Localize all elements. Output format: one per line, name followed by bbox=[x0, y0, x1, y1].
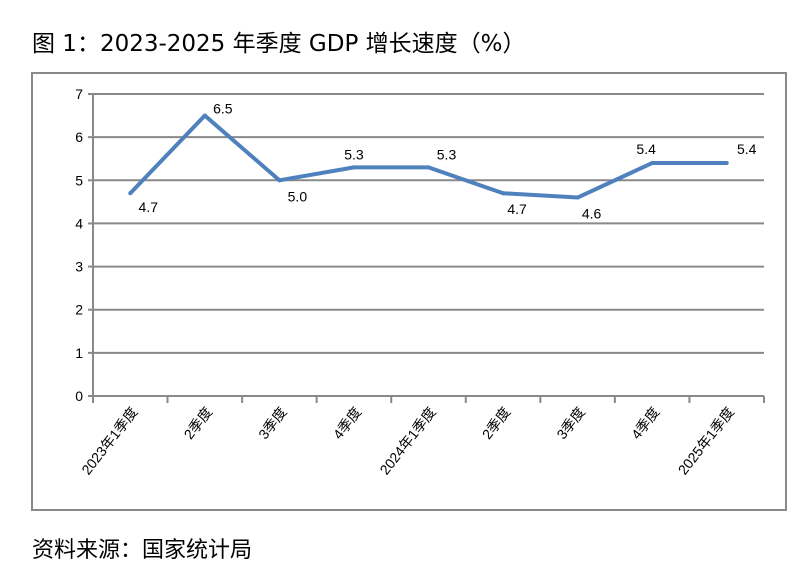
data-label: 4.7 bbox=[139, 199, 159, 215]
y-tick-label: 6 bbox=[75, 129, 83, 145]
y-tick-label: 0 bbox=[75, 388, 83, 404]
data-label: 4.7 bbox=[507, 201, 527, 217]
data-label: 5.4 bbox=[737, 141, 757, 157]
y-tick-label: 5 bbox=[75, 172, 83, 188]
y-tick-label: 7 bbox=[75, 86, 83, 102]
chart-frame bbox=[31, 72, 787, 511]
data-label: 4.6 bbox=[582, 206, 602, 222]
chart-title: 图 1：2023-2025 年季度 GDP 增长速度（%） bbox=[32, 31, 526, 57]
data-point bbox=[501, 191, 506, 196]
data-label: 5.4 bbox=[636, 141, 656, 157]
data-point bbox=[277, 178, 282, 183]
data-label: 5.0 bbox=[288, 188, 308, 204]
data-label: 5.3 bbox=[344, 146, 364, 162]
data-point bbox=[426, 165, 431, 170]
data-point bbox=[724, 161, 729, 166]
y-tick-label: 1 bbox=[75, 345, 83, 361]
data-label: 5.3 bbox=[437, 146, 457, 162]
y-tick-label: 2 bbox=[75, 302, 83, 318]
data-point bbox=[202, 113, 207, 118]
data-point bbox=[351, 165, 356, 170]
data-label: 6.5 bbox=[213, 101, 233, 117]
source-note: 资料来源：国家统计局 bbox=[32, 538, 253, 563]
y-tick-label: 4 bbox=[75, 215, 83, 231]
data-point bbox=[650, 161, 655, 166]
y-tick-label: 3 bbox=[75, 259, 83, 275]
data-point bbox=[575, 195, 580, 200]
data-point bbox=[128, 191, 133, 196]
